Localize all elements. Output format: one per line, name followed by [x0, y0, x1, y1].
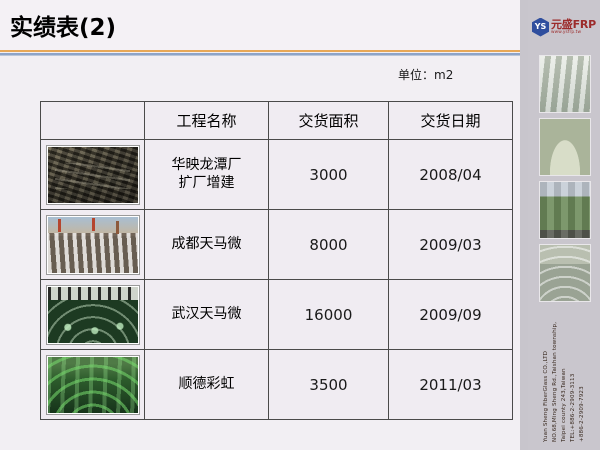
table-row: 成都天马微 8000 2009/03	[40, 209, 513, 280]
row-photo-cell	[40, 349, 145, 420]
table-header-row: 工程名称 交货面积 交货日期	[40, 101, 513, 140]
company-logo: YS 元盛FRP www.ysfrp.tw	[532, 16, 598, 38]
column-header-project-name: 工程名称	[144, 101, 269, 140]
row-photo-cell	[40, 139, 145, 210]
sidebar-panel: YS 元盛FRP www.ysfrp.tw Yuan Sheng FiberGl…	[528, 0, 600, 450]
address-line-street: NO.68,Ming Sheng Rd.,Taishan township,	[551, 321, 558, 442]
slide-header: 实绩表(2)	[0, 0, 520, 50]
column-header-delivery-area: 交货面积	[268, 101, 389, 140]
right-sidebar: YS 元盛FRP www.ysfrp.tw Yuan Sheng FiberGl…	[520, 0, 600, 450]
address-line-city: Taipei county 243,Taiwan	[560, 368, 567, 442]
row-delivery-area: 3500	[268, 349, 389, 420]
address-line-tel: TEL:+886-2-2909-3113	[569, 373, 576, 442]
logo-company-name: 元盛FRP	[551, 17, 597, 31]
row-delivery-date: 2009/09	[388, 279, 513, 350]
row-delivery-date: 2011/03	[388, 349, 513, 420]
column-header-photo	[40, 101, 145, 140]
row-delivery-area: 16000	[268, 279, 389, 350]
green-domes-hall-photo	[45, 284, 140, 345]
table-row: 华映龙潭厂 扩厂增建 3000 2008/04	[40, 139, 513, 210]
company-address-rotated-text: Yuan Sheng FiberGlass CO.,LTD NO.68,Ming…	[542, 300, 587, 442]
table-row: 武汉天马微 16000 2009/09	[40, 279, 513, 350]
row-project-name: 顺德彩虹	[144, 349, 269, 420]
table-row: 顺德彩虹 3500 2011/03	[40, 349, 513, 420]
unit-label: 单位：m2	[398, 68, 454, 82]
row-project-name: 武汉天马微	[144, 279, 269, 350]
project-name-line2: 扩厂增建	[178, 174, 235, 191]
ceiling-structure-photo	[539, 55, 591, 113]
address-line-tel2: +886-2-2909-7923	[578, 386, 585, 442]
row-photo-cell	[40, 279, 145, 350]
row-photo-cell	[40, 209, 145, 280]
project-name-line1: 华映龙潭厂	[171, 157, 242, 174]
row-delivery-area: 8000	[268, 209, 389, 280]
logo-website-url: www.ysfrp.tw	[551, 29, 582, 35]
green-domes-closeup-photo	[45, 354, 140, 415]
row-project-name: 华映龙潭厂 扩厂增建	[144, 139, 269, 210]
company-address-block: Yuan Sheng FiberGlass CO.,LTD NO.68,Ming…	[528, 300, 600, 445]
logo-band: YS 元盛FRP www.ysfrp.tw	[528, 0, 600, 52]
performance-table: 工程名称 交货面积 交货日期 华映龙潭厂 扩厂增建 3000 2008/04	[40, 101, 513, 420]
column-header-delivery-date: 交货日期	[388, 101, 513, 140]
green-tanks-photo	[539, 181, 591, 239]
header-divider-orange	[0, 50, 520, 52]
row-delivery-date: 2008/04	[388, 139, 513, 210]
factory-floor-photo	[539, 244, 591, 302]
ys-hexagon-icon: YS	[532, 17, 549, 37]
row-delivery-date: 2009/03	[388, 209, 513, 280]
construction-rebar-photo	[45, 144, 140, 205]
header-divider-blue-light	[0, 55, 520, 56]
logo-text-block: 元盛FRP www.ysfrp.tw	[551, 19, 596, 35]
address-line-company: Yuan Sheng FiberGlass CO.,LTD	[542, 350, 549, 442]
header-divider-blue	[0, 53, 520, 55]
row-delivery-area: 3000	[268, 139, 389, 210]
row-project-name: 成都天马微	[144, 209, 269, 280]
construction-site-formwork-photo	[45, 214, 140, 275]
page-title: 实绩表(2)	[10, 15, 117, 41]
frp-tank-photo	[539, 118, 591, 176]
